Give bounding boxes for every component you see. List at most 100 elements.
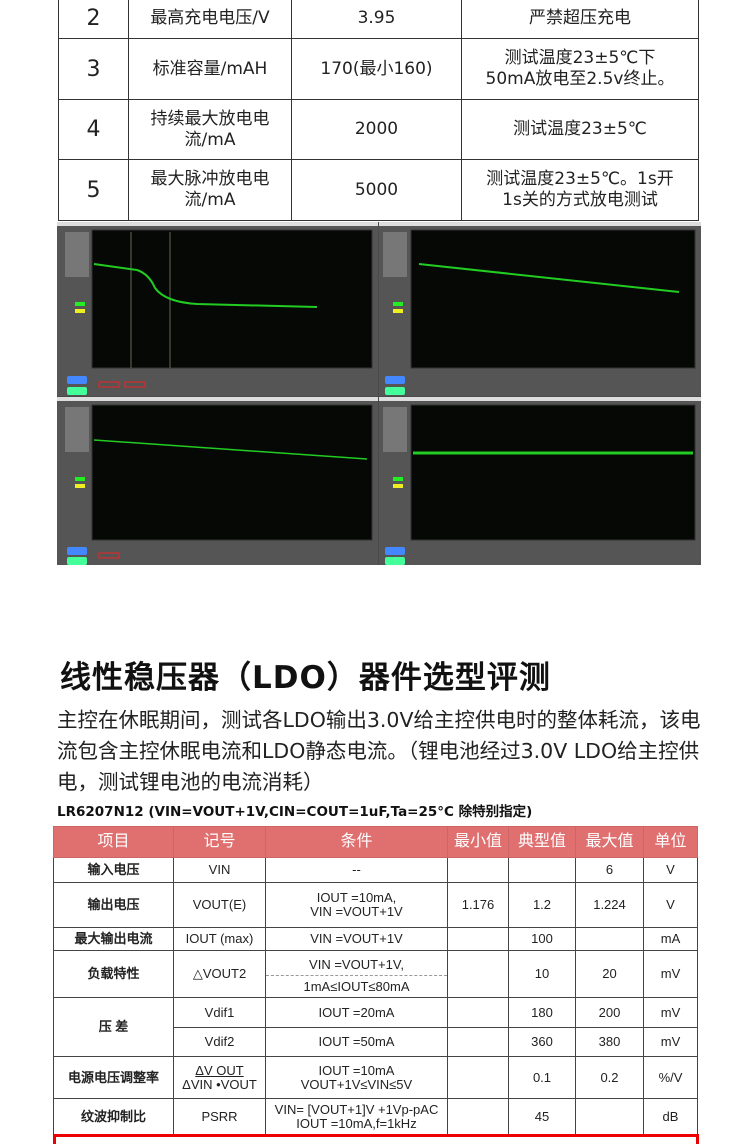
- cell: 测试温度23±5℃。1s开1s关的方式放电测试: [461, 159, 699, 221]
- cell: ΔV OUT ΔVIN •VOUT: [173, 1056, 266, 1099]
- cell: 测试温度23±5℃: [461, 99, 699, 160]
- cell: 360: [508, 1027, 576, 1057]
- cell: [447, 950, 509, 998]
- cell: 持续最大放电电流/mA: [128, 99, 292, 160]
- cell: IOUT =50mA: [265, 1027, 448, 1057]
- table-row: 输出电压 VOUT(E) IOUT =10mA, VIN =VOUT+1V 1.176 1…: [53, 882, 698, 928]
- condition-line: VOUT+1V≤VIN≤5V: [300, 1076, 413, 1092]
- cell: --: [265, 857, 448, 883]
- cell: [447, 1056, 509, 1099]
- scope-panel-4: [379, 397, 701, 565]
- scope-panel-3: [57, 397, 378, 565]
- table-row: 3 标准容量/mAH 170(最小160) 测试温度23±5℃下50mA放电至2.5v…: [58, 38, 699, 100]
- cell: [575, 927, 644, 951]
- cell: [447, 927, 509, 951]
- cell: 输出电压: [53, 882, 174, 928]
- cell: [447, 857, 509, 883]
- cell: IOUT =20mA: [265, 997, 448, 1028]
- cell: VIN =VOUT+1V: [265, 927, 448, 951]
- cell: [447, 1027, 509, 1057]
- trace: [418, 263, 680, 293]
- cell: VIN= [VOUT+1]V +1Vp-pAC IOUT =10mA,f=1kHz: [265, 1098, 448, 1136]
- cell: IOUT =10mA, VIN =VOUT+1V: [265, 882, 448, 928]
- cell: 0.1: [508, 1056, 576, 1099]
- cell: 压 差: [53, 997, 174, 1057]
- cell: 100: [508, 927, 576, 951]
- column-header: 条件: [265, 826, 448, 858]
- condition-line: IOUT =10mA: [318, 1062, 395, 1078]
- cell: 负载特性: [53, 950, 174, 998]
- cell: VIN: [173, 857, 266, 883]
- cell: [447, 1098, 509, 1136]
- cell: 380: [575, 1027, 644, 1057]
- cell: IOUT (max): [173, 927, 266, 951]
- cell: dB: [643, 1098, 698, 1136]
- column-header: 最大值: [575, 826, 644, 858]
- column-header: 典型值: [508, 826, 576, 858]
- row-number: 4: [58, 99, 129, 160]
- cell: V: [643, 882, 698, 928]
- condition-line: VIN =VOUT+1V,: [266, 955, 447, 976]
- cell: 170(最小160): [291, 38, 462, 100]
- table-row: 最大输出电流 IOUT (max) VIN =VOUT+1V 100 mA: [53, 927, 698, 951]
- ldo-spec-table: 项目 记号 条件 最小值 典型值 最大值 单位 输入电压 VIN -- 6 V 输出电压 VOUT(E…: [53, 826, 698, 1136]
- cell: 3.95: [291, 0, 462, 39]
- cell: %/V: [643, 1056, 698, 1099]
- condition-line: VIN= [VOUT+1]V +1Vp-pAC: [274, 1102, 439, 1117]
- oscilloscope-screenshots: [57, 222, 701, 565]
- fraction-denominator: ΔVIN •VOUT: [182, 1076, 257, 1092]
- cell: Vdif1: [173, 997, 266, 1028]
- condition-line: VIN =VOUT+1V: [310, 904, 403, 919]
- table-header-row: 项目 记号 条件 最小值 典型值 最大值 单位: [53, 826, 698, 858]
- table-row: 输入电压 VIN -- 6 V: [53, 857, 698, 883]
- table-row: 负载特性 △VOUT2 VIN =VOUT+1V, 1mA≤IOUT≤80mA 10 20…: [53, 950, 698, 998]
- table-row: 纹波抑制比 PSRR VIN= [VOUT+1]V +1Vp-pAC IOUT =10…: [53, 1098, 698, 1136]
- cell: [508, 857, 576, 883]
- row-number: 5: [58, 159, 129, 221]
- cell: 2000: [291, 99, 462, 160]
- table-subtitle: LR6207N12 (VIN=VOUT+1V,CIN=COUT=1uF,Ta=2…: [57, 804, 533, 820]
- table-row: 4 持续最大放电电流/mA 2000 测试温度23±5℃: [58, 99, 699, 160]
- cell: mA: [643, 927, 698, 951]
- cell: 20: [575, 950, 644, 998]
- table-row: 压 差 Vdif1 IOUT =20mA 180 200 mV: [53, 997, 698, 1057]
- condition-line: IOUT =10mA,f=1kHz: [296, 1116, 417, 1131]
- cell: V: [643, 857, 698, 883]
- section-title: 线性稳压器（LDO）器件选型评测: [60, 660, 551, 696]
- cell: 最高充电电压/V: [128, 0, 292, 39]
- cell: 纹波抑制比: [53, 1098, 174, 1136]
- cell: VIN =VOUT+1V, 1mA≤IOUT≤80mA: [265, 950, 448, 998]
- cell: 输入电压: [53, 857, 174, 883]
- cell: mV: [643, 997, 698, 1028]
- cell: 严禁超压充电: [461, 0, 699, 39]
- table-row: 电源电压调整率 ΔV OUT ΔVIN •VOUT IOUT =10mA VOUT+1V…: [53, 1056, 698, 1099]
- column-header: 单位: [643, 826, 698, 858]
- cell: mV: [643, 1027, 698, 1057]
- condition-line: IOUT =10mA,: [316, 890, 397, 905]
- trace: [93, 263, 318, 308]
- cell: 6: [575, 857, 644, 883]
- cell: 1.224: [575, 882, 644, 928]
- trace: [93, 439, 368, 460]
- cell: 10: [508, 950, 576, 998]
- scope-panel-1: [57, 222, 378, 396]
- highlighted-row-outline: [53, 1134, 699, 1144]
- cell: △VOUT2: [173, 950, 266, 998]
- condition-line: 1mA≤IOUT≤80mA: [303, 978, 410, 994]
- cell: 200: [575, 997, 644, 1028]
- cell: 最大脉冲放电电流/mA: [128, 159, 292, 221]
- column-header: 最小值: [447, 826, 509, 858]
- fraction-numerator: ΔV OUT: [195, 1062, 244, 1078]
- cell: [447, 997, 509, 1028]
- cell: mV: [643, 950, 698, 998]
- row-number: 2: [58, 0, 129, 39]
- cell: 电源电压调整率: [53, 1056, 174, 1099]
- cell: 0.2: [575, 1056, 644, 1099]
- cell: 5000: [291, 159, 462, 221]
- cell: 测试温度23±5℃下50mA放电至2.5v终止。: [461, 38, 699, 100]
- cell: 最大输出电流: [53, 927, 174, 951]
- row-number: 3: [58, 38, 129, 100]
- cell: [575, 1098, 644, 1136]
- cell: IOUT =10mA VOUT+1V≤VIN≤5V: [265, 1056, 448, 1099]
- cell: 1.176: [447, 882, 509, 928]
